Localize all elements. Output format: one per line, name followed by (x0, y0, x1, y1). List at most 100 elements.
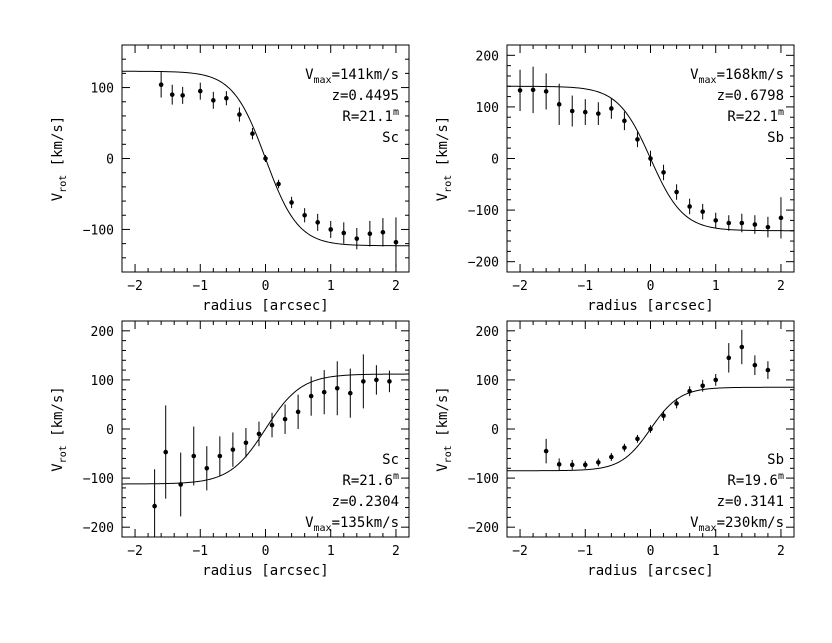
point-marker (713, 377, 719, 383)
panel-4: −2 −1 0 1 2 −200 −100 0 100 200 radius [arcsec] Vro… (435, 320, 795, 579)
data-point (582, 99, 588, 125)
point-marker (354, 236, 360, 241)
point-marker (569, 462, 575, 468)
x-tick-label: −1 (192, 279, 208, 294)
annotation-line-1: Vmax=168km/s (690, 67, 784, 86)
y-tick-label: 0 (491, 153, 499, 168)
annotation-line-4: Sb (767, 130, 784, 146)
data-point (387, 370, 392, 393)
annotation-line-1: Sb (767, 452, 784, 468)
y-axis-title: Vrot [km/s] (435, 386, 454, 472)
x-tick-label: −1 (577, 544, 593, 559)
data-point (282, 404, 288, 434)
point-marker (361, 379, 366, 384)
data-point (700, 379, 705, 392)
point-marker (328, 227, 334, 232)
data-point (582, 460, 588, 469)
point-marker (635, 436, 640, 442)
data-point (765, 216, 771, 238)
x-axis-title: radius [arcsec] (202, 563, 328, 579)
data-point (687, 198, 692, 215)
point-marker (380, 229, 386, 235)
point-marker (752, 362, 758, 368)
point-marker (700, 383, 705, 389)
point-marker (582, 462, 588, 468)
y-tick-label: 0 (106, 153, 114, 168)
point-marker (263, 156, 268, 161)
annotation-line-3: z=0.3141 (717, 494, 784, 510)
x-tick-label: 0 (262, 279, 270, 294)
point-marker (374, 377, 379, 383)
annotation-line-2: z=0.6798 (717, 88, 784, 104)
data-point (765, 361, 771, 379)
point-marker (191, 453, 197, 459)
data-point (204, 446, 210, 491)
data-point (158, 71, 164, 98)
data-point (354, 228, 360, 250)
y-tick-label: 0 (491, 423, 499, 438)
y-tick-label: −100 (468, 204, 499, 219)
data-point (622, 111, 627, 131)
data-point (556, 83, 562, 125)
point-marker (556, 462, 562, 467)
x-axis-title: radius [arcsec] (587, 563, 713, 579)
annotation-line-1: Vmax=141km/s (305, 67, 399, 86)
data-point (517, 69, 523, 112)
point-marker (180, 93, 185, 98)
point-marker (726, 220, 732, 226)
data-point (152, 469, 157, 537)
data-point (289, 196, 294, 209)
y-tick-label: 100 (91, 82, 114, 97)
point-marker (230, 447, 236, 452)
x-tick-label: 0 (262, 544, 270, 559)
data-point (256, 421, 262, 447)
data-point (308, 376, 314, 416)
point-marker (321, 389, 327, 395)
data-point (674, 184, 679, 200)
point-marker (158, 82, 164, 88)
y-tick-label: 0 (106, 423, 114, 438)
point-marker (674, 189, 679, 195)
point-marker (341, 230, 347, 236)
point-marker (596, 460, 601, 465)
point-marker (609, 106, 614, 111)
data-point (648, 150, 653, 167)
data-point (217, 436, 223, 476)
x-axis-title: radius [arcsec] (202, 298, 328, 314)
data-point (674, 398, 679, 409)
point-marker (622, 445, 627, 450)
point-marker (517, 88, 523, 93)
point-marker (178, 482, 184, 487)
y-tick-label: 100 (476, 374, 499, 389)
point-marker (197, 88, 203, 94)
point-marker (302, 212, 307, 218)
point-marker (582, 109, 588, 115)
annotation-line-4: Vmax=230km/s (690, 515, 784, 534)
data-point (250, 127, 255, 140)
point-marker (674, 401, 679, 406)
data-point (334, 361, 340, 416)
x-tick-label: 1 (712, 544, 720, 559)
annotation-line-4: Vmax=135km/s (305, 515, 399, 534)
y-tick-label: 200 (476, 49, 499, 64)
panel-2: −2 −1 0 1 2 −200 −100 0 100 200 radius [arcsec] Vro… (435, 44, 795, 314)
data-point (197, 82, 203, 100)
data-point (713, 374, 719, 386)
y-axis-title: Vrot [km/s] (50, 116, 69, 202)
y-tick-label: 200 (476, 325, 499, 340)
x-tick-label: 1 (327, 279, 335, 294)
point-marker (648, 426, 653, 432)
x-tick-label: 0 (647, 279, 655, 294)
point-marker (269, 422, 275, 428)
panel-3: −2 −1 0 1 2 −200 −100 0 100 200 radius [arcsec] Vro… (50, 320, 410, 579)
x-tick-label: 0 (647, 544, 655, 559)
y-axis-title: Vrot [km/s] (435, 116, 454, 202)
point-marker (367, 231, 373, 236)
annotation-line-3: R=21.1m (342, 107, 399, 125)
point-marker (622, 118, 627, 124)
data-point (180, 86, 185, 104)
point-marker (282, 416, 288, 422)
y-tick-label: −200 (468, 521, 499, 536)
data-point (263, 154, 268, 163)
data-point (635, 434, 640, 443)
